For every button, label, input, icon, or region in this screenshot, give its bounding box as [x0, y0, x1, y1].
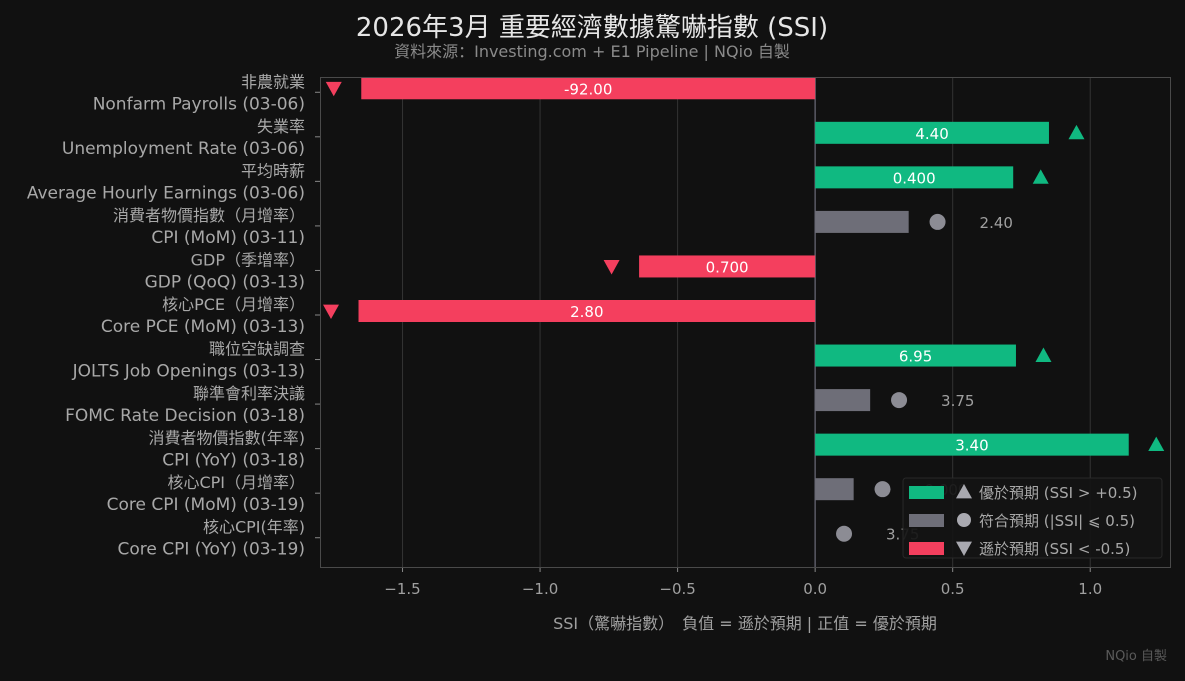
data-label: 4.40 — [915, 125, 948, 143]
y-label-en: Core CPI (YoY) (03-19) — [117, 540, 305, 560]
triangle-up-marker — [1032, 169, 1049, 184]
y-label-zh: 非農就業 — [241, 72, 305, 91]
data-label: 0.700 — [706, 258, 749, 276]
circle-marker — [929, 213, 946, 230]
triangle-up-marker — [1148, 436, 1165, 452]
y-label-zh: 核心PCE（月增率） — [162, 295, 305, 314]
y-label-en: Nonfarm Payrolls (03-06) — [93, 94, 305, 114]
bar — [815, 121, 1049, 144]
x-tick-label: −1.5 — [384, 580, 420, 598]
y-label-zh: 核心CPI（月增率） — [167, 473, 305, 492]
y-label-en: CPI (MoM) (03-11) — [151, 228, 305, 248]
triangle-down-marker — [325, 81, 342, 97]
y-label-en: Average Hourly Earnings (03-06) — [27, 183, 305, 203]
circle-marker — [891, 392, 908, 409]
bar — [815, 210, 909, 233]
legend-swatch — [909, 514, 944, 527]
y-label-en: Core PCE (MoM) (03-13) — [101, 317, 305, 337]
legend-label: 遜於預期 (SSI < -0.5) — [979, 540, 1130, 558]
data-label: 2.80 — [570, 303, 603, 321]
watermark: NQio 自製 — [1105, 649, 1167, 664]
y-label-zh: 平均時薪 — [241, 161, 305, 180]
data-label: 6.95 — [899, 348, 932, 366]
y-label-zh: 聯準會利率決議 — [193, 384, 305, 403]
y-label-en: Core CPI (MoM) (03-19) — [107, 495, 305, 515]
y-label-zh: 消費者物價指數（月增率） — [113, 206, 305, 225]
triangle-up-marker — [1035, 347, 1052, 362]
bar — [815, 433, 1129, 456]
x-axis-label: SSI（驚嚇指數） 負值 = 遜於預期 | 正值 = 優於預期 — [553, 614, 937, 633]
x-axis-ticks: −1.5 −1.0 −0.5 0.0 0.5 1.0 — [384, 567, 1102, 598]
data-label: -92.00 — [564, 80, 612, 98]
bar — [815, 166, 1014, 189]
data-label: 2.40 — [980, 214, 1013, 232]
legend-label: 優於預期 (SSI > +0.5) — [979, 484, 1137, 502]
bar — [815, 478, 854, 501]
legend-swatch — [909, 542, 944, 555]
x-tick-label: −0.5 — [659, 580, 695, 598]
x-tick-label: 0.0 — [803, 580, 827, 598]
bar — [361, 77, 816, 100]
bar — [639, 255, 816, 278]
data-label: 3.75 — [941, 392, 974, 410]
legend-swatch — [909, 486, 944, 499]
x-tick-label: −1.0 — [522, 580, 558, 598]
y-label-zh: 消費者物價指數(年率) — [149, 429, 306, 448]
y-label-zh: GDP（季增率） — [191, 250, 305, 269]
data-label: 3.40 — [955, 437, 988, 455]
chart-title: 2026年3月 重要經濟數據驚嚇指數 (SSI) — [356, 13, 828, 43]
data-label: 0.400 — [893, 169, 936, 187]
bar — [815, 344, 1016, 367]
y-label-en: Unemployment Rate (03-06) — [62, 139, 305, 159]
y-label-zh: 職位空缺調查 — [209, 340, 305, 359]
legend-circle-icon — [957, 513, 971, 527]
triangle-up-marker — [956, 484, 972, 499]
y-label-zh: 核心CPI(年率) — [203, 518, 305, 537]
chart-subtitle: 資料來源：Investing.com + E1 Pipeline | NQio … — [394, 42, 790, 61]
legend: 優於預期 (SSI > +0.5) 符合預期 (|SSI| ⩽ 0.5) 遜於預期 … — [902, 477, 1163, 559]
triangle-down-marker — [323, 304, 340, 319]
triangle-down-marker — [956, 541, 972, 556]
circle-marker — [836, 525, 853, 542]
y-label-en: JOLTS Job Openings (03-13) — [72, 362, 305, 382]
y-axis-labels: 非農就業 Nonfarm Payrolls (03-06) 失業率 Unemploym… — [27, 72, 320, 560]
y-label-en: CPI (YoY) (03-18) — [162, 451, 305, 471]
x-tick-label: 0.5 — [941, 580, 965, 598]
bar — [815, 389, 871, 412]
circle-marker — [874, 481, 891, 498]
triangle-up-marker — [1068, 124, 1085, 140]
plot-frame — [320, 77, 1171, 568]
x-tick-label: 1.0 — [1078, 580, 1102, 598]
triangle-down-marker — [603, 260, 620, 275]
y-label-zh: 失業率 — [257, 117, 305, 136]
bar — [358, 300, 816, 322]
legend-label: 符合預期 (|SSI| ⩽ 0.5) — [979, 512, 1135, 530]
y-label-en: GDP (QoQ) (03-13) — [145, 272, 305, 292]
bars: -92.00 4.40 0.400 2.40 0.700 2.80 6.95 3.75 3.40… — [323, 77, 1165, 544]
y-label-en: FOMC Rate Decision (03-18) — [65, 406, 305, 426]
